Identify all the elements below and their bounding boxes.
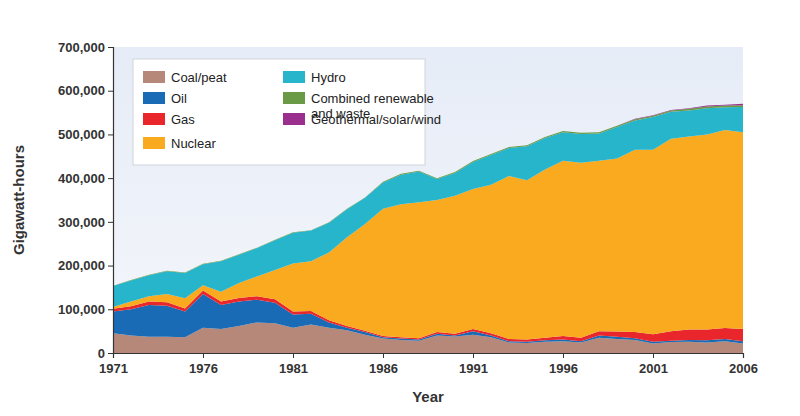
- y-tick-mark: [108, 178, 113, 179]
- legend-swatch: [143, 71, 165, 83]
- legend-entry: Coal/peat: [143, 70, 227, 85]
- y-tick: 500,000: [58, 127, 113, 142]
- legend-label-line: Oil: [171, 91, 187, 106]
- legend-swatch: [283, 113, 305, 125]
- x-axis-line: [114, 354, 744, 359]
- y-tick-mark: [108, 222, 113, 223]
- legend-entry: Hydro: [283, 70, 346, 85]
- x-tick: 1991: [459, 353, 488, 376]
- legend-swatch: [283, 92, 305, 104]
- legend-label: Gas: [171, 112, 195, 127]
- legend-label-line: Combined renewable: [311, 91, 434, 106]
- legend: Coal/peat Oil Gas Nuclear Hydro Combined rene…: [133, 59, 441, 165]
- legend-label-line: Geothermal/solar/wind: [311, 112, 441, 127]
- y-tick: 300,000: [58, 215, 113, 230]
- x-tick-label: 1996: [549, 361, 578, 376]
- x-tick: 1981: [279, 353, 308, 376]
- legend-label: Nuclear: [171, 136, 216, 151]
- y-tick-label: 0: [98, 346, 105, 361]
- x-tick-mark: [743, 353, 744, 358]
- y-tick-mark: [108, 353, 113, 354]
- plot-background: [113, 47, 743, 353]
- legend-swatch: [143, 113, 165, 125]
- area-4: [113, 107, 743, 307]
- x-tick-mark: [653, 353, 654, 358]
- legend-label-line: Coal/peat: [171, 70, 227, 85]
- legend-label: Oil: [171, 91, 187, 106]
- x-tick-mark: [473, 353, 474, 358]
- y-tick-label: 700,000: [58, 40, 105, 55]
- x-tick-label: 1981: [279, 361, 308, 376]
- plot: 1971 1976 1981 1986 1991 1996 2001 2006 0 100,000…: [58, 40, 758, 376]
- chart: 1971 1976 1981 1986 1991 1996 2001 2006 0 100,000…: [0, 0, 800, 416]
- y-axis: 0 100,000 200,000 300,000 400,000 500,000 600,…: [58, 40, 114, 361]
- y-axis-title: Gigawatt-hours: [10, 145, 27, 255]
- legend-entry: Oil: [143, 91, 187, 106]
- y-tick: 0: [98, 346, 113, 361]
- legend-entry: Gas: [143, 112, 195, 127]
- y-tick: 700,000: [58, 40, 113, 55]
- y-tick-label: 200,000: [58, 258, 105, 273]
- x-tick-mark: [293, 353, 294, 358]
- y-tick-mark: [108, 91, 113, 92]
- y-tick-mark: [108, 309, 113, 310]
- x-tick-label: 1986: [369, 361, 398, 376]
- y-tick-label: 600,000: [58, 83, 105, 98]
- y-tick: 200,000: [58, 258, 113, 273]
- x-tick-mark: [203, 353, 204, 358]
- legend-entry: Nuclear: [143, 136, 216, 151]
- x-tick-label: 2006: [729, 361, 758, 376]
- x-tick-mark: [563, 353, 564, 358]
- x-axis: 1971 1976 1981 1986 1991 1996 2001 2006: [99, 353, 758, 376]
- areas: [113, 104, 743, 353]
- y-tick: 400,000: [58, 171, 113, 186]
- x-tick: 2001: [639, 353, 668, 376]
- legend-swatch: [143, 137, 165, 149]
- y-tick: 100,000: [58, 302, 113, 317]
- legend-swatch: [143, 92, 165, 104]
- x-tick-label: 1971: [99, 361, 128, 376]
- legend-label-line: Hydro: [311, 70, 346, 85]
- legend-label-line: Nuclear: [171, 136, 216, 151]
- y-tick-label: 100,000: [58, 302, 105, 317]
- x-tick: 1996: [549, 353, 578, 376]
- y-tick-mark: [108, 266, 113, 267]
- legend-swatch: [283, 71, 305, 83]
- x-tick: 2006: [729, 353, 758, 376]
- legend-label: Geothermal/solar/wind: [311, 112, 441, 127]
- legend-label: Coal/peat: [171, 70, 227, 85]
- x-tick: 1986: [369, 353, 398, 376]
- x-tick-label: 2001: [639, 361, 668, 376]
- x-tick-label: 1991: [459, 361, 488, 376]
- y-axis-line: [108, 48, 114, 354]
- y-tick-label: 400,000: [58, 171, 105, 186]
- y-tick-mark: [108, 47, 113, 48]
- legend-label: Hydro: [311, 70, 346, 85]
- y-tick-label: 300,000: [58, 215, 105, 230]
- y-tick-mark: [108, 134, 113, 135]
- y-tick-label: 500,000: [58, 127, 105, 142]
- y-tick: 600,000: [58, 83, 113, 98]
- x-tick-label: 1976: [189, 361, 218, 376]
- legend-entry: Geothermal/solar/wind: [283, 112, 441, 127]
- legend-label-line: Gas: [171, 112, 195, 127]
- x-tick: 1976: [189, 353, 218, 376]
- x-axis-title: Year: [412, 388, 444, 405]
- x-tick-mark: [383, 353, 384, 358]
